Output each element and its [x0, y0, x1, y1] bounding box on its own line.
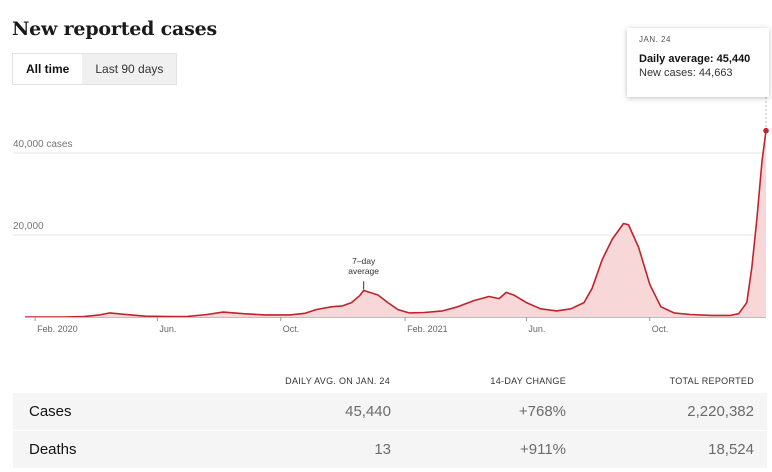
table-row-deaths: Deaths 13 +911% 18,524: [13, 431, 767, 468]
deaths-14-day-change: +911%: [519, 441, 566, 458]
y-tick-label: 20,000: [13, 221, 44, 232]
y-tick-label: 40,000 cases: [13, 139, 73, 150]
all-time-button[interactable]: All time: [13, 54, 83, 84]
x-tick-label: Jun.: [528, 324, 545, 334]
series-area-7-day-average: [25, 130, 766, 317]
tooltip-date: JAN. 24: [639, 35, 671, 44]
time-range-toggle: All time Last 90 days: [12, 53, 178, 85]
row-label: Cases: [29, 403, 72, 420]
cases-daily-avg: 45,440: [345, 403, 391, 420]
x-tick-label: Oct.: [283, 324, 300, 334]
header-total-reported: TOTAL REPORTED: [669, 376, 754, 386]
header-14-day-change: 14-DAY CHANGE: [490, 376, 566, 386]
annotation-label: 7–day: [352, 256, 376, 266]
chart-tooltip: JAN. 24 Daily average: 45,440 New cases:…: [627, 28, 769, 97]
row-label: Deaths: [29, 441, 77, 458]
latest-data-point: [763, 127, 769, 134]
table-row-cases: Cases 45,440 +768% 2,220,382: [13, 393, 767, 430]
deaths-daily-avg: 13: [374, 441, 391, 458]
x-tick-label: Jun.: [159, 324, 176, 334]
chart-title: New reported cases: [12, 18, 218, 40]
cases-14-day-change: +768%: [518, 403, 566, 420]
header-daily-avg: DAILY AVG. ON JAN. 24: [285, 376, 390, 386]
cases-total: 2,220,382: [687, 403, 754, 420]
deaths-total: 18,524: [708, 441, 754, 458]
cases-area-chart[interactable]: 40,000 cases 20,000 Feb. 2020 Jun. Oct. Feb. …: [0, 0, 772, 360]
x-tick-label: Feb. 2020: [37, 324, 78, 334]
tooltip-daily-average: Daily average: 45,440: [639, 53, 751, 65]
row-divider: [13, 430, 767, 431]
tooltip-new-cases: New cases: 44,663: [639, 67, 733, 79]
x-tick-label: Feb. 2021: [407, 324, 448, 334]
last-90-days-button[interactable]: Last 90 days: [82, 54, 177, 84]
series-line-7-day-average: [25, 130, 767, 318]
x-tick-label: Oct.: [652, 324, 669, 334]
annotation-label: average: [348, 266, 379, 276]
